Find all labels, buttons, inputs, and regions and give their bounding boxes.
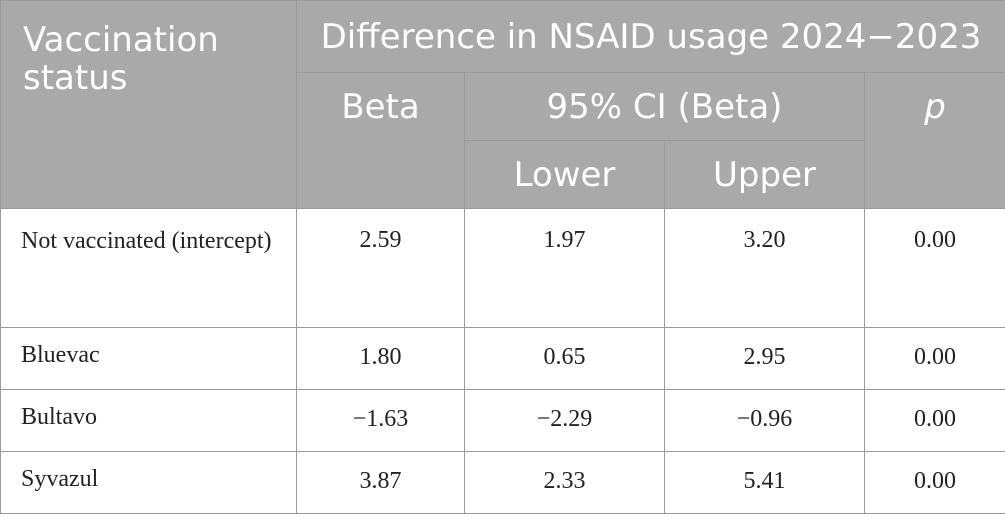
table-row: Syvazul 3.87 2.33 5.41 0.00 (0, 451, 1005, 514)
table-row: Bluevac 1.80 0.65 2.95 0.00 (0, 327, 1005, 390)
lower-cell: 1.97 (464, 208, 665, 328)
upper-cell: 3.20 (664, 208, 865, 328)
upper-cell: 5.41 (664, 451, 865, 514)
beta-cell: 2.59 (296, 208, 465, 328)
row-label: Not vaccinated (intercept) (0, 208, 297, 328)
table-header: Vaccination status Difference in NSAID u… (0, 0, 1005, 209)
nsaid-difference-header: Difference in NSAID usage 2024−2023 (295, 0, 1005, 73)
beta-cell: 3.87 (296, 451, 465, 514)
lower-cell: −2.29 (464, 389, 665, 452)
upper-cell: 2.95 (664, 327, 865, 390)
table-row: Bultavo −1.63 −2.29 −0.96 0.00 (0, 389, 1005, 452)
lower-cell: 2.33 (464, 451, 665, 514)
p-cell: 0.00 (863, 327, 1005, 390)
beta-cell: 1.80 (296, 327, 465, 390)
table-body: Not vaccinated (intercept) 2.59 1.97 3.2… (0, 208, 1005, 514)
p-cell: 0.00 (863, 389, 1005, 452)
beta-cell: −1.63 (296, 389, 465, 452)
p-cell: 0.00 (863, 208, 1005, 328)
table-row: Not vaccinated (intercept) 2.59 1.97 3.2… (0, 208, 1005, 328)
p-cell: 0.00 (863, 451, 1005, 514)
row-label: Bluevac (0, 327, 297, 390)
ci-upper-header: Upper (664, 140, 865, 209)
row-label: Bultavo (0, 389, 297, 452)
vaccination-status-header: Vaccination status (0, 0, 297, 209)
lower-cell: 0.65 (464, 327, 665, 390)
beta-header: Beta (296, 72, 465, 209)
row-label: Syvazul (0, 451, 297, 514)
upper-cell: −0.96 (664, 389, 865, 452)
p-value-header: p (863, 72, 1005, 209)
ci-lower-header: Lower (464, 140, 665, 209)
ci-header: 95% CI (Beta) (464, 72, 865, 141)
